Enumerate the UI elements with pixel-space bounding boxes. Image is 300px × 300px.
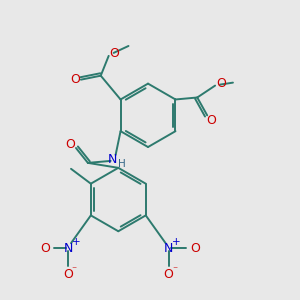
Text: ⁻: ⁻ — [172, 265, 177, 275]
Text: O: O — [164, 268, 173, 281]
Text: H: H — [118, 159, 125, 169]
Text: +: + — [72, 237, 80, 247]
Text: O: O — [206, 114, 216, 127]
Text: +: + — [172, 237, 181, 247]
Text: O: O — [40, 242, 50, 255]
Text: O: O — [63, 268, 73, 281]
Text: N: N — [63, 242, 73, 255]
Text: ⁻: ⁻ — [71, 265, 76, 275]
Text: O: O — [70, 73, 80, 86]
Text: O: O — [110, 47, 120, 60]
Text: O: O — [216, 77, 226, 90]
Text: O: O — [190, 242, 200, 255]
Text: N: N — [108, 153, 117, 167]
Text: N: N — [164, 242, 173, 255]
Text: O: O — [65, 138, 75, 151]
